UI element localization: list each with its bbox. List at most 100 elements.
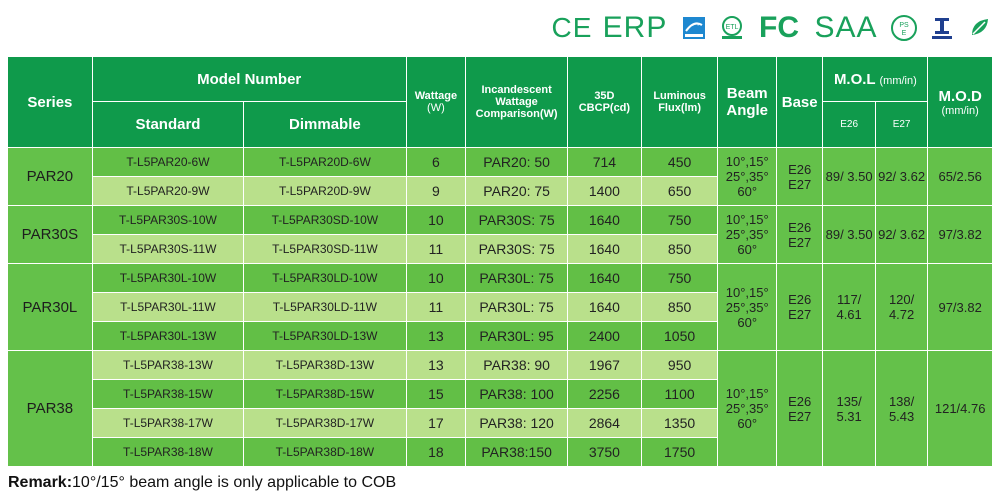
header-e26: E26 [822,101,876,148]
cbcp-cell: 1640 [567,205,642,235]
header-wattage: Wattage (W) [405,56,467,148]
wattage-cell: 11 [405,234,467,264]
header-e27: E27 [874,101,929,148]
cbcp-cell: 3750 [567,437,642,467]
header-mod-unit: (mm/in) [941,104,979,117]
cbcp-cell: 1640 [567,263,642,293]
standard-model: T-L5PAR38-17W [91,408,245,438]
fc-mark: FC [759,11,799,44]
svg-text:PS: PS [899,22,909,29]
cbcp-cell: 714 [567,147,642,177]
cbcp-cell: 1640 [567,234,642,264]
comparison-cell: PAR20: 50 [465,147,569,177]
standard-model: T-L5PAR38-13W [91,350,245,380]
base-cell: E26 E27 [775,205,824,264]
cbcp-cell: 2256 [567,379,642,409]
beam-angle-cell: 10°,15° 25°,35° 60° [717,263,777,351]
wattage-cell: 11 [405,292,467,322]
table-row: T-L5PAR30L-11W T-L5PAR30LD-11W 11 PAR30L… [8,292,993,322]
rohs-icon [961,15,999,41]
energy-star-icon [675,16,713,40]
wattage-cell: 6 [405,147,467,177]
saa-mark: SAA [814,11,878,44]
dimmable-model: T-L5PAR30LD-10W [243,263,407,293]
dimmable-model: T-L5PAR30LD-13W [243,321,407,351]
header-base: Base [775,56,824,148]
mol-e27-cell: 138/ 5.43 [874,350,929,467]
beam-angle-cell: 10°,15° 25°,35° 60° [717,147,777,206]
comparison-cell: PAR30L: 75 [465,292,569,322]
comparison-cell: PAR30L: 75 [465,263,569,293]
standard-model: T-L5PAR38-15W [91,379,245,409]
flux-cell: 750 [640,205,719,235]
flux-cell: 650 [640,176,719,206]
header-mod: M.O.D (mm/in) [927,56,993,148]
ce-mark: CE [551,12,593,43]
base-cell: E26 E27 [775,147,824,206]
mol-e26-cell: 135/ 5.31 [822,350,876,467]
beam-angle-cell: 10°,15° 25°,35° 60° [717,350,777,467]
cbcp-cell: 2864 [567,408,642,438]
series-cell: PAR30S [7,205,93,264]
table-row: T-L5PAR30L-13W T-L5PAR30LD-13W 13 PAR30L… [8,321,993,351]
flux-cell: 850 [640,234,719,264]
inmetro-icon [923,15,961,41]
dimmable-model: T-L5PAR30SD-10W [243,205,407,235]
standard-model: T-L5PAR30L-10W [91,263,245,293]
table-row: PAR30L T-L5PAR30L-10W T-L5PAR30LD-10W 10… [7,263,993,351]
comparison-cell: PAR38:150 [465,437,569,467]
remark-note: Remark:10°/15° beam angle is only applic… [8,474,396,492]
table-row: T-L5PAR30S-11W T-L5PAR30SD-11W 11 PAR30S… [8,234,993,264]
mol-e27-cell: 92/ 3.62 [874,205,929,264]
cbcp-cell: 1400 [567,176,642,206]
mod-cell: 97/3.82 [927,205,993,264]
header-model-number: Model Number [91,56,407,102]
erp-mark: ERP [602,11,668,44]
header-incandescent: Incandescent Wattage Comparison(W) [465,56,569,148]
mol-e27-cell: 120/ 4.72 [874,263,929,351]
beam-angle-cell: 10°,15° 25°,35° 60° [717,205,777,264]
table-row: T-L5PAR38-15W T-L5PAR38D-15W 15 PAR38: 1… [8,379,993,409]
table-row: T-L5PAR38-17W T-L5PAR38D-17W 17 PAR38: 1… [8,408,993,438]
svg-text:E: E [902,30,907,37]
header-luminous-flux: Luminous Flux(lm) [640,56,719,148]
standard-model: T-L5PAR38-18W [91,437,245,467]
header-wattage-label: Wattage [414,90,458,102]
header-mol-unit: (mm/in) [879,74,917,87]
standard-model: T-L5PAR30L-13W [91,321,245,351]
mod-cell: 65/2.56 [927,147,993,206]
standard-model: T-L5PAR30S-10W [91,205,245,235]
standard-model: T-L5PAR20-6W [91,147,245,177]
series-cell: PAR38 [7,350,93,467]
wattage-cell: 13 [405,321,467,351]
dimmable-model: T-L5PAR20D-9W [243,176,407,206]
dimmable-model: T-L5PAR30LD-11W [243,292,407,322]
header-wattage-unit: (W) [427,102,445,114]
cbcp-cell: 2400 [567,321,642,351]
comparison-cell: PAR30S: 75 [465,205,569,235]
pse-icon: PS E [885,14,923,42]
dimmable-model: T-L5PAR20D-6W [243,147,407,177]
mol-e26-cell: 89/ 3.50 [822,205,876,264]
wattage-cell: 13 [405,350,467,380]
etl-icon: ETL [713,15,751,41]
header-mol-label: M.O.L [833,70,876,88]
comparison-cell: PAR30L: 95 [465,321,569,351]
header-cbcp: 35D CBCP(cd) [567,56,642,148]
remark-text: 10°/15° beam angle is only applicable to… [72,474,397,491]
flux-cell: 1350 [640,408,719,438]
table-row: PAR38 T-L5PAR38-13W T-L5PAR38D-13W 13 PA… [7,350,993,467]
header-dimmable: Dimmable [243,101,407,148]
flux-cell: 1100 [640,379,719,409]
table-row: T-L5PAR38-18W T-L5PAR38D-18W 18 PAR38:15… [8,437,993,467]
mol-e26-cell: 89/ 3.50 [822,147,876,206]
table-row: PAR30S T-L5PAR30S-10W T-L5PAR30SD-10W 10… [7,205,993,264]
mol-e26-cell: 117/ 4.61 [822,263,876,351]
series-cell: PAR30L [7,263,93,351]
spec-table-body: PAR20 T-L5PAR20-6W T-L5PAR20D-6W 6 PAR20… [7,147,993,467]
dimmable-model: T-L5PAR38D-13W [243,350,407,380]
flux-cell: 1750 [640,437,719,467]
cbcp-cell: 1967 [567,350,642,380]
header-series: Series [7,56,93,148]
wattage-cell: 10 [405,263,467,293]
